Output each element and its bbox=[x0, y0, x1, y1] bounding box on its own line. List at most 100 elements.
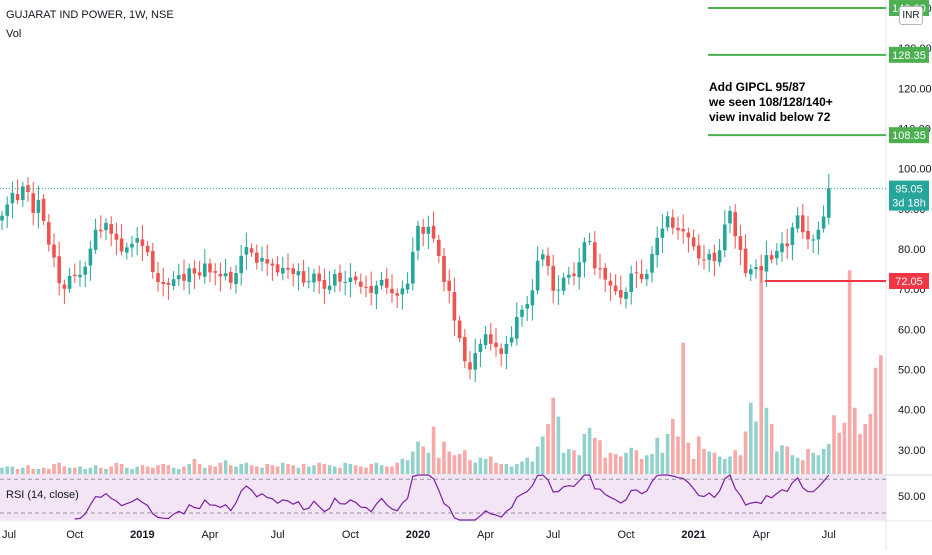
volume-bar bbox=[364, 467, 368, 474]
candle-body bbox=[244, 247, 249, 255]
candle-body bbox=[717, 250, 722, 263]
volume-bar bbox=[447, 451, 451, 474]
candle-body bbox=[431, 225, 436, 239]
volume-bar bbox=[5, 466, 9, 474]
candle-body bbox=[187, 268, 191, 282]
candle-body bbox=[73, 274, 77, 276]
candle-body bbox=[738, 236, 743, 250]
volume-bar bbox=[379, 465, 384, 474]
y-tick-label: 60.00 bbox=[898, 324, 926, 336]
candle-body bbox=[5, 204, 9, 216]
volume-bar bbox=[93, 465, 98, 474]
rsi-line bbox=[74, 474, 830, 521]
volume-bar bbox=[463, 450, 467, 474]
candle-body bbox=[801, 215, 805, 233]
candle-body bbox=[437, 239, 441, 256]
volume-bar bbox=[489, 456, 493, 474]
candle-body bbox=[348, 277, 353, 282]
candle-body bbox=[790, 227, 795, 246]
candle-body bbox=[494, 342, 498, 348]
volume-bar bbox=[62, 466, 67, 474]
currency-button[interactable]: INR bbox=[899, 6, 923, 25]
volume-bar bbox=[665, 434, 670, 474]
volume-bar bbox=[634, 450, 639, 474]
candle-body bbox=[426, 226, 431, 234]
volume-bar bbox=[400, 459, 405, 474]
volume-bar bbox=[702, 449, 706, 474]
candle-body bbox=[525, 304, 529, 309]
volume-bar bbox=[67, 467, 72, 474]
volume-bar bbox=[442, 441, 446, 474]
volume-bar bbox=[795, 457, 800, 474]
candle-body bbox=[301, 271, 306, 283]
volume-bar bbox=[754, 421, 758, 474]
rsi-legend: RSI (14, close) bbox=[6, 489, 79, 501]
symbol-legend[interactable]: GUJARAT IND POWER, 1W, NSE bbox=[6, 9, 174, 21]
volume-bar bbox=[619, 456, 623, 474]
target-price-tag bbox=[889, 46, 929, 63]
x-tick-label: 2021 bbox=[681, 529, 705, 541]
volume-bar bbox=[624, 452, 628, 474]
candle-body bbox=[151, 251, 155, 272]
volume-bar bbox=[639, 459, 644, 474]
x-tick-label: Oct bbox=[66, 529, 83, 541]
volume-bar bbox=[593, 437, 597, 474]
candle-body bbox=[421, 226, 425, 234]
x-tick-label: Jul bbox=[822, 529, 836, 541]
candle-body bbox=[541, 254, 545, 260]
y-tick-label: 50.00 bbox=[898, 365, 926, 377]
candle-body bbox=[67, 275, 72, 289]
candle-body bbox=[385, 278, 389, 288]
volume-bar bbox=[837, 432, 841, 474]
volume-bar bbox=[286, 464, 290, 474]
volume-bar bbox=[832, 415, 836, 474]
volume-bar bbox=[858, 434, 862, 474]
volume-bar bbox=[109, 466, 113, 474]
volume-legend[interactable]: Vol bbox=[6, 28, 22, 40]
candle-body bbox=[369, 286, 373, 293]
target-price-label: 108.35 bbox=[892, 130, 926, 142]
volume-bar bbox=[556, 416, 561, 474]
candle-body bbox=[0, 215, 4, 221]
volume-bar bbox=[686, 442, 691, 474]
volume-bar bbox=[359, 466, 363, 474]
candle-body bbox=[322, 279, 327, 289]
annotation-line: Add GIPCL 95/87 bbox=[709, 80, 806, 94]
volume-bar bbox=[130, 469, 134, 474]
candle-body bbox=[775, 251, 779, 259]
candle-body bbox=[509, 337, 514, 343]
candle-body bbox=[587, 241, 592, 243]
candle-body bbox=[62, 284, 67, 289]
volume-bar bbox=[270, 465, 275, 474]
volume-bar bbox=[327, 465, 332, 474]
candle-body bbox=[83, 266, 87, 275]
annotation-line: we seen 108/128/140+ bbox=[709, 95, 833, 109]
candle-body bbox=[577, 262, 581, 278]
candle-body bbox=[769, 255, 774, 260]
candle-body bbox=[312, 273, 316, 283]
candle-body bbox=[213, 271, 217, 273]
volume-bar bbox=[166, 465, 171, 474]
volume-bar bbox=[806, 449, 810, 474]
text-annotation[interactable]: Add GIPCL 95/87 we seen 108/128/140+ vie… bbox=[709, 80, 833, 125]
y-tick-label: 120.00 bbox=[898, 83, 932, 95]
x-tick-label: Oct bbox=[617, 529, 634, 541]
candle-body bbox=[327, 285, 332, 291]
candle-body bbox=[457, 320, 462, 339]
candle-body bbox=[556, 289, 561, 291]
candle-body bbox=[754, 267, 758, 270]
volume-bar bbox=[260, 467, 264, 474]
candle-body bbox=[177, 275, 181, 280]
volume-bar bbox=[125, 467, 129, 474]
volume-bar bbox=[478, 457, 483, 474]
volume-bar bbox=[494, 462, 498, 474]
volume-bar bbox=[728, 456, 732, 474]
candle-body bbox=[41, 198, 46, 221]
candle-body bbox=[36, 200, 41, 213]
target-price-label: 128.35 bbox=[892, 50, 926, 62]
candle-body bbox=[275, 264, 280, 273]
candle-body bbox=[130, 243, 134, 248]
x-tick-label: Oct bbox=[342, 529, 359, 541]
